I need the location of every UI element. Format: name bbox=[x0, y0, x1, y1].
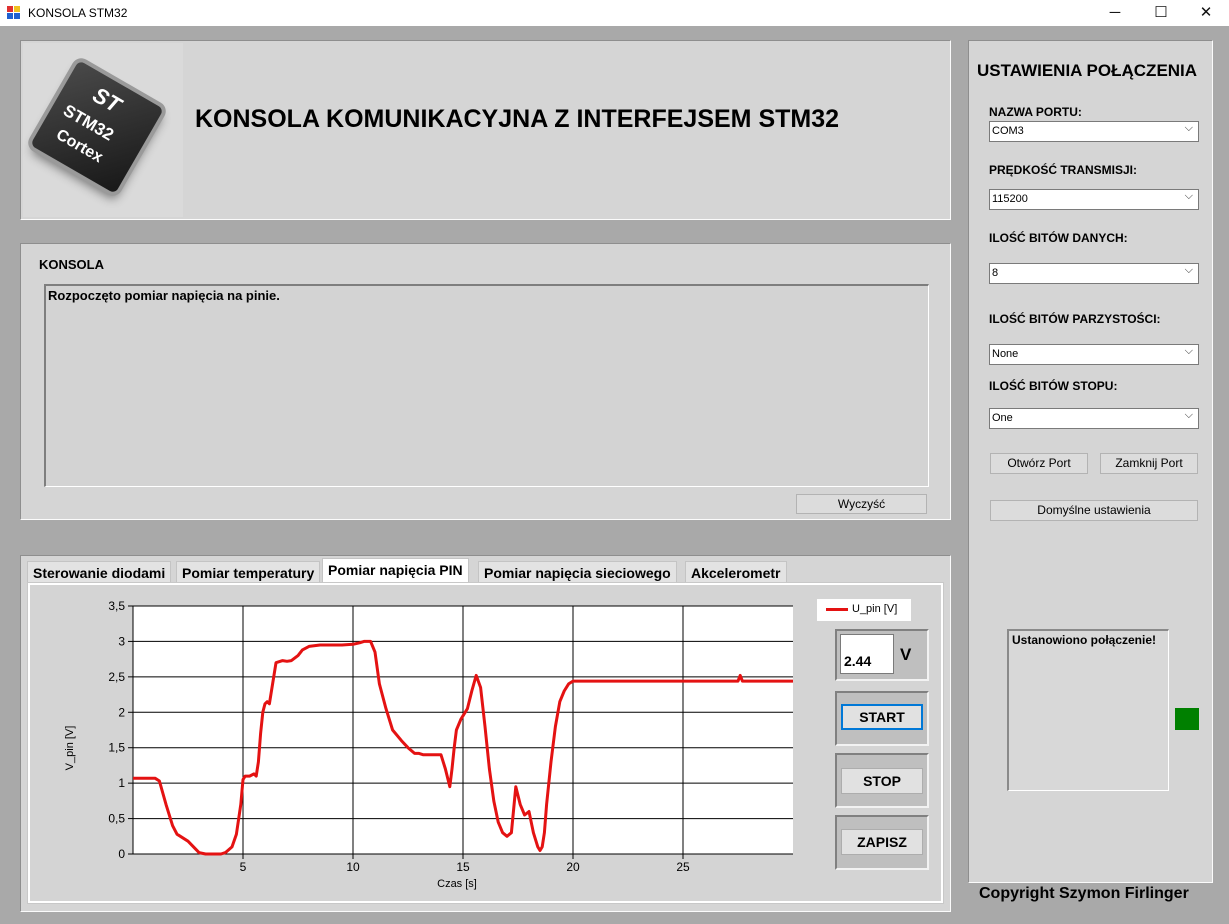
y-tick-label: 0 bbox=[118, 847, 125, 861]
minimize-button[interactable]: ─ bbox=[1109, 4, 1121, 21]
tab-pin-voltage[interactable]: Pomiar napięcia PIN bbox=[322, 558, 469, 582]
port-select-value: COM3 bbox=[992, 125, 1024, 137]
chart-container: 0 0,5 1 1,5 2 2,5 3 3,5 5 10 15 20 25 V_pin [V] Cza… bbox=[30, 585, 941, 901]
chevron-down-icon: ⌵ bbox=[1184, 264, 1193, 276]
console-panel: KONSOLA Rozpoczęto pomiar napięcia na pi… bbox=[20, 243, 951, 520]
window-title: KONSOLA STM32 bbox=[28, 6, 128, 20]
chart-legend: U_pin [V] bbox=[817, 599, 911, 621]
chevron-down-icon: ⌵ bbox=[1184, 345, 1193, 357]
close-port-button[interactable]: Zamknij Port bbox=[1100, 453, 1198, 474]
value-display-panel: 2.44 V bbox=[835, 629, 929, 681]
databits-select[interactable]: 8 ⌵ bbox=[989, 263, 1199, 284]
console-output[interactable]: Rozpoczęto pomiar napięcia na pinie. bbox=[44, 284, 929, 487]
baud-select[interactable]: 115200 ⌵ bbox=[989, 189, 1199, 210]
port-label: NAZWA PORTU: bbox=[989, 105, 1082, 119]
tab-temperature[interactable]: Pomiar temperatury bbox=[176, 561, 321, 582]
settings-panel: USTAWIENIA POŁĄCZENIA NAZWA PORTU: COM3 … bbox=[968, 40, 1213, 883]
tab-accelerometer[interactable]: Akcelerometr bbox=[685, 561, 787, 582]
app-window-icon bbox=[7, 6, 21, 20]
y-tick-label: 3,5 bbox=[108, 599, 125, 613]
chevron-down-icon: ⌵ bbox=[1184, 409, 1193, 421]
chart-grid bbox=[132, 605, 793, 855]
voltage-value-field[interactable]: 2.44 bbox=[840, 634, 894, 674]
y-tick-label: 2,5 bbox=[108, 670, 125, 684]
baud-label: PRĘDKOŚĆ TRANSMISJI: bbox=[989, 163, 1138, 177]
x-axis-label: Czas [s] bbox=[437, 878, 477, 890]
stopbits-select-value: One bbox=[992, 412, 1013, 424]
connection-status-led bbox=[1175, 708, 1199, 730]
tab-mains-voltage[interactable]: Pomiar napięcia sieciowego bbox=[478, 561, 677, 582]
stop-panel: STOP bbox=[835, 753, 929, 808]
x-tick-label: 10 bbox=[346, 860, 360, 874]
logo-brand: ST bbox=[88, 81, 126, 118]
port-select[interactable]: COM3 ⌵ bbox=[989, 121, 1199, 142]
parity-label: ILOŚĆ BITÓW PARZYSTOŚCI: bbox=[989, 312, 1161, 326]
stop-button[interactable]: STOP bbox=[841, 768, 923, 794]
stopbits-label: ILOŚĆ BITÓW STOPU: bbox=[989, 379, 1118, 393]
baud-select-value: 115200 bbox=[992, 193, 1028, 205]
maximize-button[interactable]: ☐ bbox=[1154, 4, 1168, 21]
x-tick-label: 5 bbox=[240, 860, 247, 874]
voltage-chart: 0 0,5 1 1,5 2 2,5 3 3,5 5 10 15 20 25 V_pin [V] Cza… bbox=[64, 599, 793, 890]
databits-label: ILOŚĆ BITÓW DANYCH: bbox=[989, 231, 1128, 245]
tab-page-pin-voltage: 0 0,5 1 1,5 2 2,5 3 3,5 5 10 15 20 25 V_pin [V] Cza… bbox=[27, 582, 944, 904]
y-tick-label: 2 bbox=[118, 705, 125, 719]
title-bar: KONSOLA STM32 ─ ☐ ✕ bbox=[0, 0, 1229, 26]
x-tick-label: 15 bbox=[456, 860, 470, 874]
legend-line-swatch bbox=[826, 608, 848, 611]
chip-image: ST STM32 Cortex bbox=[30, 60, 164, 194]
stm32-logo: ST STM32 Cortex bbox=[23, 43, 183, 217]
x-tick-label: 25 bbox=[676, 860, 690, 874]
save-button[interactable]: ZAPISZ bbox=[841, 829, 923, 855]
connection-status-box: Ustanowiono połączenie! bbox=[1007, 629, 1169, 791]
save-panel: ZAPISZ bbox=[835, 815, 929, 870]
window-body: ST STM32 Cortex KONSOLA KOMUNIKACYJNA Z … bbox=[0, 26, 1229, 924]
tab-led-control[interactable]: Sterowanie diodami bbox=[27, 561, 172, 582]
voltage-unit-label: V bbox=[900, 645, 912, 664]
start-button[interactable]: START bbox=[841, 704, 923, 730]
clear-console-button[interactable]: Wyczyść bbox=[796, 494, 927, 514]
copyright-text: Copyright Szymon Firlinger bbox=[979, 885, 1189, 902]
start-panel: START bbox=[835, 691, 929, 746]
console-label: KONSOLA bbox=[39, 257, 104, 272]
tab-panel: Sterowanie diodami Pomiar temperatury Po… bbox=[20, 555, 951, 912]
databits-select-value: 8 bbox=[992, 267, 999, 279]
y-tick-label: 1,5 bbox=[108, 741, 125, 755]
stopbits-select[interactable]: One ⌵ bbox=[989, 408, 1199, 429]
y-axis-ticks: 0 0,5 1 1,5 2 2,5 3 3,5 bbox=[108, 599, 133, 861]
open-port-button[interactable]: Otwórz Port bbox=[990, 453, 1088, 474]
series-line-u-pin bbox=[133, 639, 793, 856]
settings-title: USTAWIENIA POŁĄCZENIA bbox=[977, 61, 1198, 80]
y-axis-label: V_pin [V] bbox=[64, 726, 76, 771]
chevron-down-icon: ⌵ bbox=[1184, 122, 1193, 134]
parity-select[interactable]: None ⌵ bbox=[989, 344, 1199, 365]
y-tick-label: 1 bbox=[118, 776, 125, 790]
page-title: KONSOLA KOMUNIKACYJNA Z INTERFEJSEM STM3… bbox=[195, 105, 840, 133]
close-button[interactable]: ✕ bbox=[1199, 4, 1213, 21]
header-panel: ST STM32 Cortex KONSOLA KOMUNIKACYJNA Z … bbox=[20, 40, 951, 220]
y-tick-label: 3 bbox=[118, 634, 125, 648]
x-tick-label: 20 bbox=[566, 860, 580, 874]
y-tick-label: 0,5 bbox=[108, 812, 125, 826]
chevron-down-icon: ⌵ bbox=[1184, 190, 1193, 202]
x-axis-ticks: 5 10 15 20 25 bbox=[240, 854, 690, 874]
default-settings-button[interactable]: Domyślne ustawienia bbox=[990, 500, 1198, 521]
parity-select-value: None bbox=[992, 348, 1019, 360]
legend-label: U_pin [V] bbox=[852, 603, 898, 615]
